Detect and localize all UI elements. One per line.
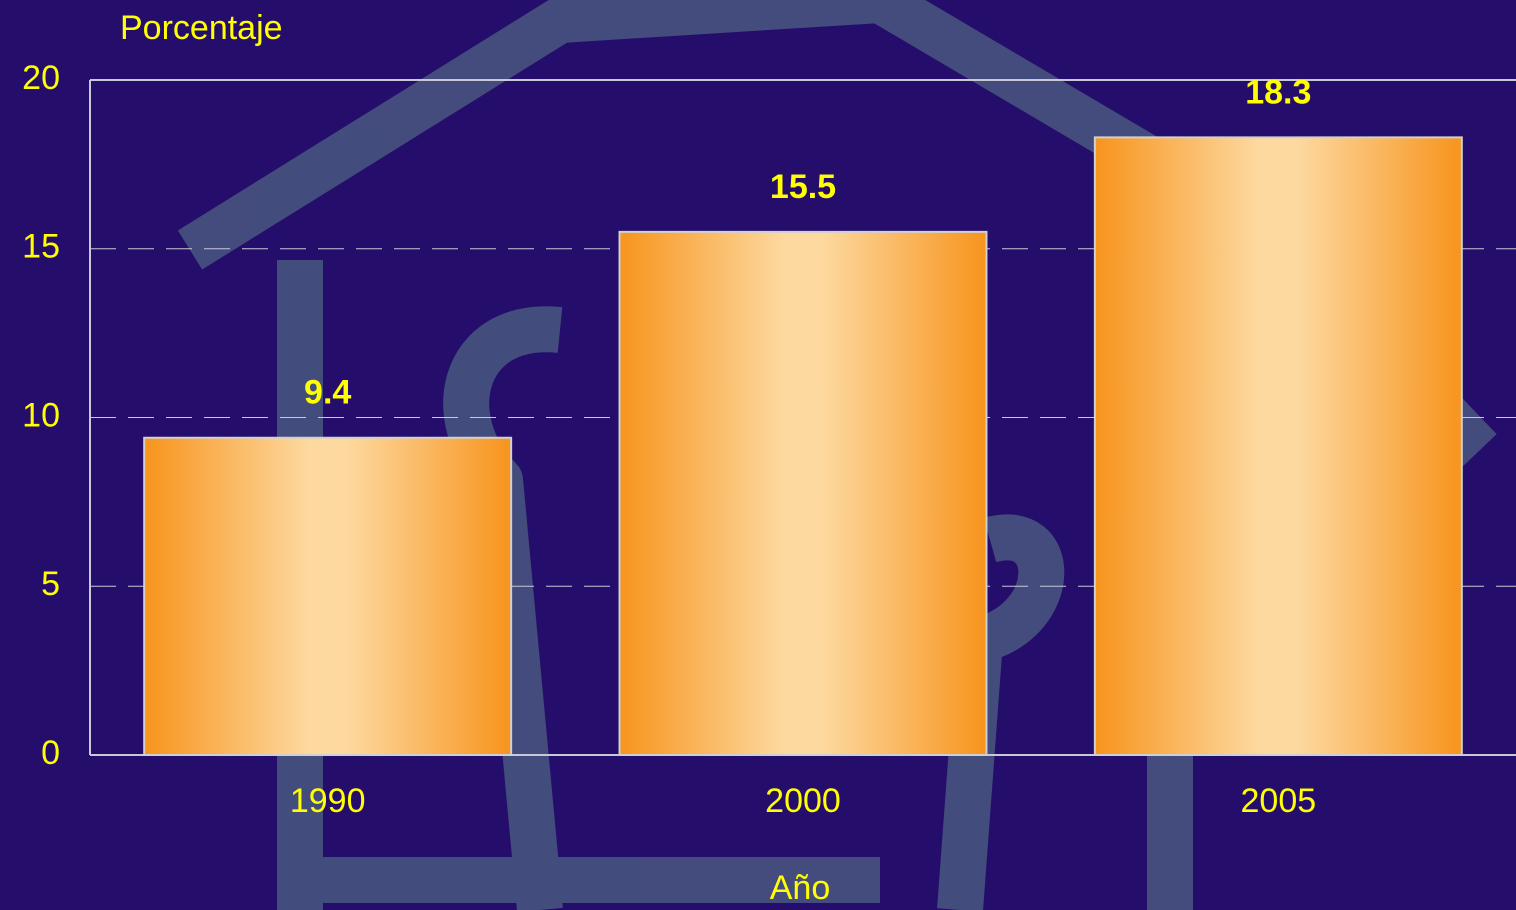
y-tick-label: 15 — [22, 228, 60, 266]
y-axis-title: Porcentaje — [120, 9, 283, 47]
x-tick-label: 1990 — [290, 782, 366, 820]
x-axis-title: Año — [770, 869, 831, 907]
y-tick-label: 5 — [41, 565, 60, 603]
bar — [1093, 136, 1463, 756]
bar — [143, 436, 513, 756]
bar — [618, 230, 988, 756]
value-label: 18.3 — [1245, 73, 1311, 111]
value-label: 9.4 — [304, 374, 351, 412]
y-tick-label: 20 — [22, 59, 60, 97]
y-tick-label: 0 — [41, 734, 60, 772]
x-tick-label: 2005 — [1241, 782, 1317, 820]
x-tick-label: 2000 — [765, 782, 841, 820]
value-label: 15.5 — [770, 168, 836, 206]
y-tick-label: 10 — [22, 396, 60, 434]
